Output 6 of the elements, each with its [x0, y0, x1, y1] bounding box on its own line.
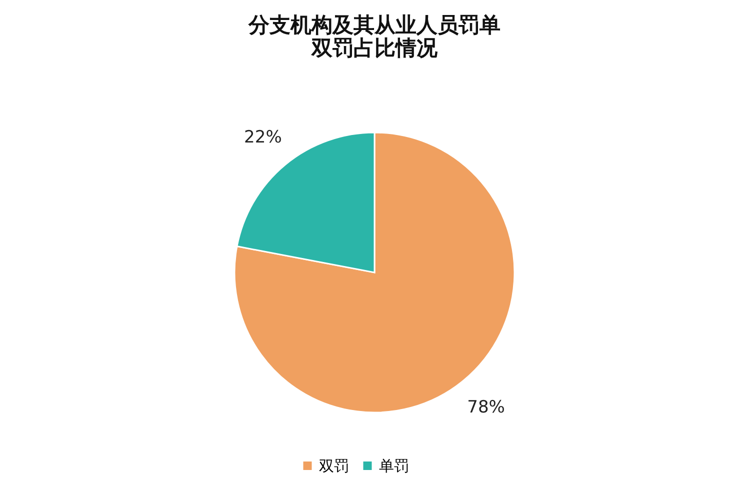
- data-label: 22%: [244, 128, 282, 148]
- legend-label: 单罚: [379, 456, 409, 475]
- legend-label: 双罚: [319, 456, 349, 475]
- data-label: 78%: [467, 397, 505, 418]
- pie-slice: [234, 132, 516, 414]
- chart-title: 分支机构及其从业人员罚单双罚占比情况: [248, 13, 500, 60]
